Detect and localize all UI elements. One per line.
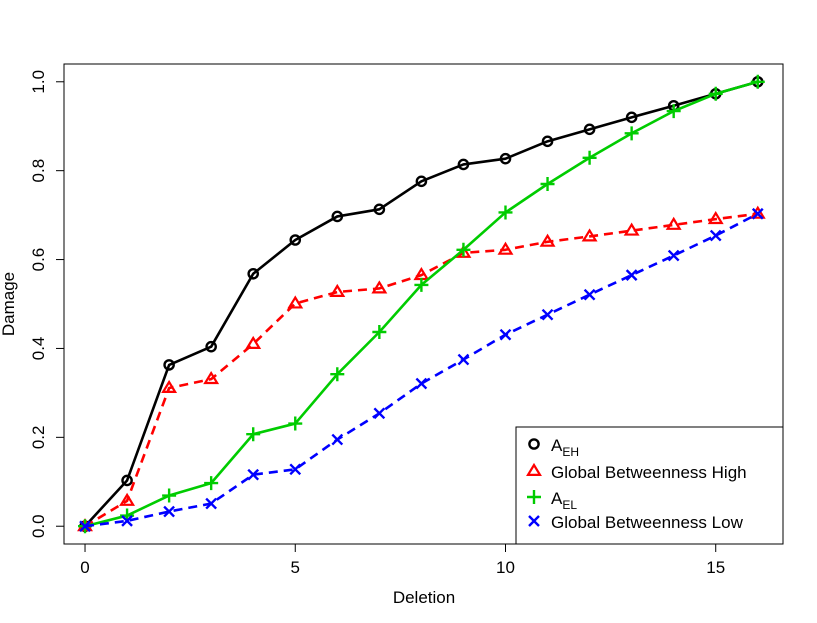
data-point-AEL <box>708 86 723 101</box>
data-point-GBL <box>541 308 554 321</box>
data-point-AEH <box>331 210 344 223</box>
y-tick-label: 0.0 <box>29 514 48 538</box>
x-tick-label: 5 <box>291 558 300 577</box>
legend-subscript-AEL: EL <box>562 498 577 512</box>
y-tick-label: 1.0 <box>29 70 48 94</box>
data-point-AEL <box>246 427 261 442</box>
x-tick-label: 15 <box>706 558 725 577</box>
y-tick-label: 0.4 <box>29 337 48 361</box>
legend-marker-AEH <box>528 438 540 450</box>
data-point-GBH <box>119 492 136 506</box>
y-tick-label: 0.6 <box>29 248 48 272</box>
data-point-AEH <box>121 474 133 487</box>
series-AEH <box>79 75 764 533</box>
data-point-AEL <box>624 126 639 141</box>
data-point-GBH <box>371 280 388 294</box>
x-axis-label: Deletion <box>393 588 455 607</box>
data-point-GBL <box>709 229 722 242</box>
data-point-AEL <box>204 476 219 491</box>
legend-label-GBH: Global Betweenness High <box>551 463 747 482</box>
data-point-AEH <box>625 111 638 124</box>
data-point-AEL <box>540 177 555 191</box>
data-point-AEH <box>289 234 302 246</box>
x-axis: 0 5 10 15 <box>80 543 725 577</box>
data-point-GBL <box>667 249 680 262</box>
data-point-AEL <box>582 150 597 165</box>
data-point-GBH <box>665 216 682 230</box>
data-point-GBH <box>497 241 514 255</box>
data-point-AEL <box>456 242 471 257</box>
data-point-GBL <box>583 288 596 301</box>
y-tick-label: 0.8 <box>29 159 48 183</box>
data-point-GBH <box>707 210 724 225</box>
x-tick-label: 10 <box>496 558 515 577</box>
data-point-GBH <box>749 205 766 219</box>
series-line-GBH <box>84 212 758 528</box>
data-point-AEH <box>499 152 512 165</box>
data-point-GBL <box>457 353 470 366</box>
data-point-GBL <box>373 407 386 420</box>
series-GBL <box>79 207 764 533</box>
data-point-GBH <box>623 222 640 236</box>
data-point-GBH <box>581 228 598 242</box>
data-point-AEL <box>666 104 681 119</box>
data-point-AEL <box>414 277 429 292</box>
data-point-AEH <box>583 123 596 136</box>
data-point-GBH <box>203 370 220 385</box>
data-point-GBL <box>163 505 175 518</box>
data-point-GBH <box>161 379 178 393</box>
legend-marker-GBH <box>526 462 542 476</box>
data-point-GBL <box>289 463 302 476</box>
y-tick-label: 0.2 <box>29 426 48 450</box>
data-point-AEL <box>162 488 177 503</box>
data-point-GBL <box>247 468 260 481</box>
data-point-AEL <box>288 416 303 431</box>
series-layer <box>77 74 766 534</box>
data-point-AEL <box>372 325 387 339</box>
data-point-AEL <box>330 367 345 382</box>
data-point-GBL <box>625 269 638 281</box>
legend-label-GBL: Global Betweenness Low <box>551 513 744 532</box>
data-point-GBL <box>499 328 512 341</box>
data-point-AEL <box>750 74 765 89</box>
series-line-GBL <box>84 212 759 528</box>
data-point-GBH <box>329 283 346 297</box>
legend-box <box>515 426 784 545</box>
y-axis: 0.0 0.2 0.4 0.6 0.8 1.0 <box>29 70 65 538</box>
data-point-AEH <box>163 359 175 371</box>
data-point-AEH <box>247 267 260 280</box>
data-point-GBL <box>331 433 344 446</box>
y-axis-label: Damage <box>0 272 18 336</box>
data-point-GBL <box>415 377 428 390</box>
data-point-GBL <box>79 520 91 533</box>
x-tick-label: 0 <box>80 558 89 577</box>
data-point-AEH <box>541 135 554 148</box>
data-point-GBH <box>287 295 304 309</box>
legend-marker-AEL <box>527 490 541 504</box>
data-point-AEH <box>457 158 470 171</box>
data-point-GBL <box>751 207 764 220</box>
data-point-AEL <box>498 205 513 220</box>
legend-marker-GBL <box>528 515 540 527</box>
data-point-AEH <box>373 203 386 216</box>
data-point-AEH <box>205 340 217 353</box>
data-point-GBL <box>121 515 133 527</box>
data-point-GBH <box>539 233 556 247</box>
legend-subscript-AEH: EH <box>562 445 579 459</box>
series-AEL <box>78 74 765 534</box>
data-point-GBH <box>245 335 262 349</box>
data-point-AEH <box>415 175 428 188</box>
series-line-AEH <box>84 80 759 528</box>
data-point-GBL <box>205 497 218 510</box>
